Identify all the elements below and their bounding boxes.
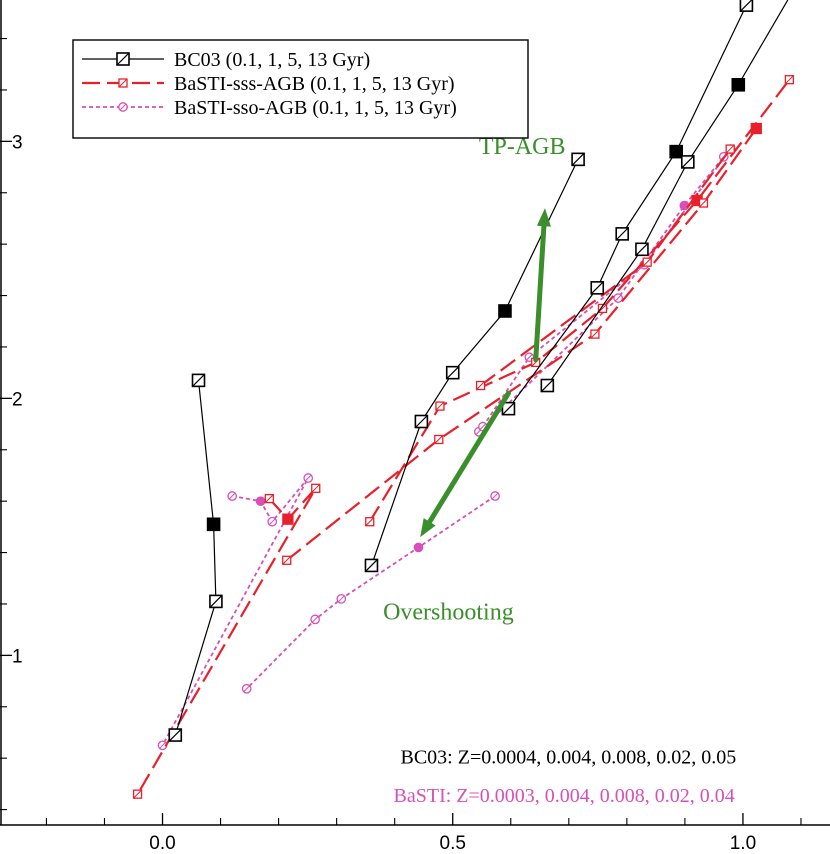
- y-tick-label: 1: [12, 646, 23, 667]
- data-point-slash: [491, 492, 499, 500]
- series-1: [132, 75, 795, 799]
- data-point-slash: [434, 435, 444, 444]
- data-point-slash: [192, 373, 205, 387]
- data-point-slash: [435, 401, 445, 411]
- data-point-slash: [571, 152, 585, 166]
- tick-labels: 0.0 0.5 1.0 1 2 3: [12, 132, 756, 854]
- data-point-slash: [502, 402, 515, 416]
- series-line: [286, 127, 758, 562]
- data-point-slash: [699, 198, 708, 208]
- x-tick-label: 0.5: [440, 833, 466, 854]
- data-point-slash: [725, 144, 735, 154]
- data-point: [255, 496, 266, 507]
- data-point-slash: [337, 595, 345, 603]
- legend-entry-2: BaSTI-sso-AGB (0.1, 1, 5, 13 Gyr): [82, 97, 457, 119]
- data-point-slash: [228, 492, 236, 500]
- axes: [0, 0, 830, 826]
- arrow-1: [420, 390, 511, 538]
- legend-label: BaSTI-sso-AGB (0.1, 1, 5, 13 Gyr): [174, 97, 457, 119]
- data-point-slash: [739, 0, 753, 12]
- data-point: [679, 200, 690, 211]
- series-0: [168, 0, 789, 742]
- series-line: [174, 380, 217, 736]
- arrow-0: [533, 208, 551, 363]
- data-point: [498, 304, 512, 318]
- legend-entry-0: BC03 (0.1, 1, 5, 13 Gyr): [82, 49, 370, 71]
- data-point-slash: [365, 517, 375, 527]
- data-point-slash: [590, 281, 604, 295]
- data-point-slash: [635, 242, 649, 256]
- data-point-slash: [540, 379, 554, 392]
- data-point-slash: [365, 558, 378, 572]
- annotation-2: BC03: Z=0.0004, 0.004, 0.008, 0.02, 0.05: [400, 746, 736, 768]
- data-point-slash: [282, 555, 292, 565]
- data-point: [750, 122, 762, 135]
- series-line: [136, 487, 317, 795]
- series-line: [507, 4, 747, 409]
- y-tick-label: 3: [12, 132, 23, 153]
- legend: BC03 (0.1, 1, 5, 13 Gyr)BaSTI-sss-AGB (0…: [72, 39, 529, 139]
- data-point-slash: [476, 381, 485, 390]
- data-point-slash: [414, 415, 428, 428]
- x-tick-label: 1.0: [730, 833, 756, 854]
- data-point-slash: [785, 75, 794, 85]
- data-point-slash: [598, 304, 607, 313]
- arrow-shaft: [427, 390, 511, 525]
- y-tick-label: 2: [12, 389, 23, 410]
- data-point-slash: [311, 483, 321, 493]
- arrow-head: [420, 518, 436, 538]
- arrow-layer: [420, 208, 551, 538]
- data-point-slash: [118, 78, 128, 88]
- data-point-slash: [209, 594, 223, 608]
- arrow-head: [536, 208, 551, 227]
- data-point-slash: [243, 685, 251, 693]
- data-point: [669, 144, 683, 159]
- data-point-slash: [133, 789, 142, 799]
- data-point-slash: [168, 728, 182, 742]
- x-tick-label: 0.0: [149, 833, 175, 854]
- data-point-slash: [531, 358, 541, 367]
- data-point: [282, 513, 294, 525]
- legend-box: [72, 39, 529, 139]
- data-point-slash: [479, 423, 487, 430]
- data-point-slash: [525, 353, 533, 361]
- series-line: [478, 156, 725, 433]
- data-point: [731, 78, 746, 92]
- series-layer: [132, 0, 795, 799]
- data-point-slash: [615, 227, 629, 241]
- data-point-slash: [311, 616, 319, 623]
- data-point: [413, 542, 424, 553]
- annotation-1: Overshooting: [383, 599, 514, 625]
- data-point-slash: [446, 366, 460, 380]
- data-point-slash: [304, 474, 312, 482]
- data-point-slash: [268, 518, 276, 526]
- data-point-slash: [681, 155, 695, 169]
- annotation-3: BaSTI: Z=0.0003, 0.004, 0.008, 0.02, 0.0…: [394, 785, 735, 807]
- data-point-slash: [159, 741, 166, 749]
- series-line: [546, 0, 789, 386]
- data-point: [206, 517, 221, 532]
- series-line: [368, 79, 791, 523]
- data-point-slash: [614, 294, 622, 302]
- legend-entry-1: BaSTI-sss-AGB (0.1, 1, 5, 13 Gyr): [82, 73, 455, 95]
- arrow-shaft: [533, 223, 547, 363]
- legend-label: BaSTI-sss-AGB (0.1, 1, 5, 13 Gyr): [174, 73, 455, 95]
- data-point-slash: [642, 257, 652, 267]
- legend-label: BC03 (0.1, 1, 5, 13 Gyr): [174, 49, 370, 71]
- series-line: [479, 148, 732, 387]
- data-point-slash: [116, 52, 130, 66]
- data-point-slash: [590, 329, 600, 339]
- data-point-slash: [119, 103, 127, 111]
- data-point-slash: [264, 494, 274, 503]
